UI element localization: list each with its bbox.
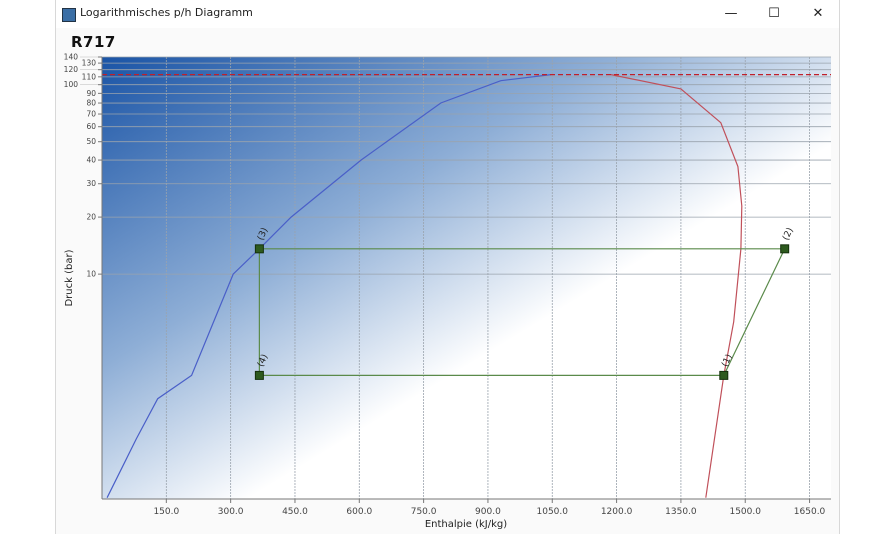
x-tick-label: 1050.0 bbox=[537, 507, 569, 517]
y-tick-label: 20 bbox=[86, 213, 96, 222]
x-axis-label: Enthalpie (kJ/kg) bbox=[425, 519, 507, 530]
cycle-point-label: (1) bbox=[720, 353, 734, 369]
x-tick-label: 900.0 bbox=[475, 507, 501, 517]
plot-area bbox=[102, 57, 831, 499]
refrigerant-heading: R717 bbox=[71, 33, 116, 51]
x-tick-label: 1350.0 bbox=[665, 507, 697, 517]
x-tick-label: 1650.0 bbox=[794, 507, 826, 517]
minimize-icon: — bbox=[724, 6, 738, 21]
close-button[interactable]: ✕ bbox=[803, 3, 833, 25]
cycle-point-label: (3) bbox=[256, 226, 270, 242]
x-tick-label: 300.0 bbox=[218, 507, 244, 517]
cycle-point bbox=[780, 244, 790, 254]
y-tick-label: 40 bbox=[86, 156, 96, 165]
y-tick-label: 130 bbox=[82, 59, 97, 68]
close-icon: ✕ bbox=[812, 6, 824, 21]
y-tick-label: 50 bbox=[86, 137, 96, 146]
cycle-point-label: (2) bbox=[781, 226, 795, 242]
cycle-point-label: (4) bbox=[256, 353, 270, 369]
x-tick-label: 1500.0 bbox=[729, 507, 761, 517]
x-tick-label: 450.0 bbox=[282, 507, 308, 517]
y-tick-label: 100 bbox=[64, 80, 79, 89]
maximize-button[interactable]: ☐ bbox=[759, 3, 789, 25]
y-tick-label: 120 bbox=[64, 65, 79, 74]
cycle-point bbox=[719, 370, 729, 380]
y-tick-label: 70 bbox=[86, 110, 96, 119]
y-tick-label: 60 bbox=[86, 122, 96, 131]
x-tick-label: 150.0 bbox=[153, 507, 179, 517]
y-tick-label: 90 bbox=[86, 89, 96, 98]
saturated-vapor-curve bbox=[610, 74, 743, 498]
y-tick-label: 10 bbox=[86, 270, 96, 279]
x-tick-label: 750.0 bbox=[411, 507, 437, 517]
x-tick-label: 600.0 bbox=[346, 507, 372, 517]
maximize-icon: ☐ bbox=[768, 6, 780, 21]
cycle-point bbox=[254, 370, 264, 380]
y-tick-label: 110 bbox=[82, 72, 97, 81]
cycle-point bbox=[254, 244, 264, 254]
x-tick-label: 1200.0 bbox=[601, 507, 633, 517]
minimize-button[interactable]: — bbox=[716, 3, 746, 25]
y-tick-label: 30 bbox=[86, 179, 96, 188]
title-bar: Logarithmisches p/h Diagramm — ☐ ✕ bbox=[56, 0, 839, 28]
app-icon bbox=[62, 8, 76, 22]
window-title: Logarithmisches p/h Diagramm bbox=[80, 6, 253, 19]
y-axis-label: Druck (bar) bbox=[64, 249, 75, 306]
y-tick-label: 140 bbox=[64, 53, 79, 62]
y-tick-label: 80 bbox=[86, 99, 96, 108]
